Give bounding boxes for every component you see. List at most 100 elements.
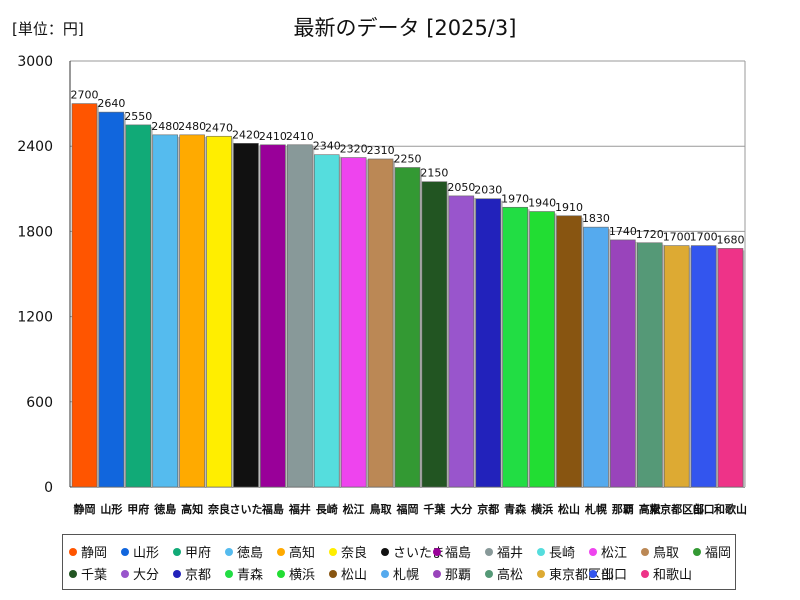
x-tick-label: 山口 [693, 502, 715, 516]
legend-label: 和歌山 [653, 568, 693, 583]
legend-item: 松江 [589, 542, 627, 561]
x-tick-label: 大分 [450, 502, 472, 516]
legend-item: 青森 [225, 564, 263, 583]
legend-swatch [329, 569, 337, 578]
legend-item: 長崎 [537, 542, 575, 561]
legend-item: 大分 [121, 564, 159, 583]
legend-item: 福島 [433, 542, 471, 561]
legend-label: 東京都区部 [549, 568, 615, 583]
x-tick-label: 松山 [558, 502, 580, 516]
legend-swatch [589, 569, 597, 578]
legend-label: 大分 [133, 568, 160, 583]
data-label: 2480 [178, 120, 206, 133]
legend-label: 鳥取 [653, 546, 680, 561]
legend-swatch [381, 569, 389, 578]
legend-swatch [433, 547, 441, 556]
data-label: 2030 [474, 184, 502, 197]
legend-label: 奈良 [341, 546, 368, 561]
chart-title: 最新のデータ [2025/3] [293, 16, 517, 40]
legend-item: 札幌 [381, 564, 419, 583]
data-label: 2310 [367, 144, 395, 157]
legend-swatch [485, 569, 493, 578]
x-tick-label: 高知 [181, 502, 203, 516]
bar [313, 154, 340, 488]
x-tick-label: 鳥取 [370, 502, 392, 516]
bar [583, 226, 609, 488]
data-label: 2150 [420, 167, 448, 180]
bar [690, 245, 717, 488]
y-tick-label: 2400 [17, 139, 53, 155]
legend-swatch [693, 547, 701, 556]
x-tick-label: 千葉 [423, 502, 446, 516]
legend-swatch [537, 569, 545, 578]
legend: 静岡 山形 甲府 徳島 高知 奈良 さいたま 福島 福井 長崎 松江 鳥取 福岡 千葉 大分 京都 青森 横浜 松山… [62, 534, 736, 590]
y-tick-label: 0 [44, 480, 53, 496]
data-label: 2480 [151, 120, 179, 133]
bar [502, 206, 528, 488]
x-tick-label: 甲府 [127, 502, 149, 516]
x-tick-label: 奈良 [207, 502, 230, 516]
data-label: 2410 [286, 130, 314, 143]
data-label: 1700 [690, 231, 718, 244]
x-tick-label: 和歌山 [714, 502, 747, 516]
legend-label: 福岡 [705, 546, 732, 561]
legend-item: 京都 [173, 564, 211, 583]
x-tick-label: 東京都区部 [649, 502, 704, 516]
x-tick-label: 福島 [261, 502, 284, 516]
bar [125, 124, 152, 488]
data-label: 1720 [636, 228, 664, 241]
legend-swatch [485, 547, 493, 556]
legend-item: 甲府 [173, 542, 211, 561]
legend-item: 奈良 [329, 542, 367, 561]
bar [663, 245, 690, 488]
legend-label: 京都 [185, 568, 212, 583]
x-tick-label: さいた [229, 503, 262, 516]
x-tick-label: 京都 [477, 502, 499, 516]
legend-item: 東京都区部 [537, 564, 614, 583]
legend-swatch [69, 569, 77, 578]
x-tick-label: 松江 [343, 502, 365, 516]
legend-item: 那覇 [433, 564, 471, 583]
legend-label: 松江 [601, 546, 628, 561]
legend-swatch [589, 547, 597, 556]
legend-label: 札幌 [393, 568, 420, 583]
legend-label: 横浜 [289, 568, 316, 583]
x-tick-label: 高松 [639, 502, 661, 516]
legend-swatch [225, 569, 233, 578]
legend-swatch [641, 547, 649, 556]
data-label: 2320 [340, 143, 368, 156]
data-label: 2250 [394, 153, 422, 166]
data-label: 1910 [555, 201, 583, 214]
data-label: 2340 [313, 140, 341, 153]
bar [529, 211, 555, 488]
legend-item: さいたま [381, 542, 445, 561]
data-label: 2640 [97, 97, 125, 110]
legend-label: さいたま [393, 546, 445, 561]
legend-item: 和歌山 [641, 564, 692, 583]
x-tick-label: 那覇 [612, 503, 634, 516]
legend-swatch [225, 547, 233, 556]
bar [637, 242, 663, 488]
legend-item: 静岡 [69, 542, 107, 561]
bar [717, 248, 744, 488]
legend-swatch [173, 547, 181, 556]
legend-label: 山口 [601, 568, 628, 583]
x-tick-label: 徳島 [153, 502, 176, 516]
bar [260, 144, 286, 488]
legend-item: 松山 [329, 564, 367, 583]
legend-item: 高松 [485, 564, 523, 583]
legend-swatch [381, 547, 389, 556]
x-tick-label: 横浜 [531, 502, 553, 516]
legend-item: 横浜 [277, 564, 315, 583]
x-tick-label: 札幌 [584, 502, 607, 516]
data-label: 2410 [259, 130, 287, 143]
bar [179, 134, 205, 488]
bar [206, 135, 232, 488]
legend-swatch [329, 547, 337, 556]
legend-label: 高松 [497, 568, 524, 583]
legend-swatch [641, 569, 649, 578]
bar [367, 158, 394, 488]
x-tick-label: 福井 [288, 502, 311, 516]
data-label: 2700 [70, 89, 98, 102]
legend-label: 徳島 [237, 546, 264, 561]
